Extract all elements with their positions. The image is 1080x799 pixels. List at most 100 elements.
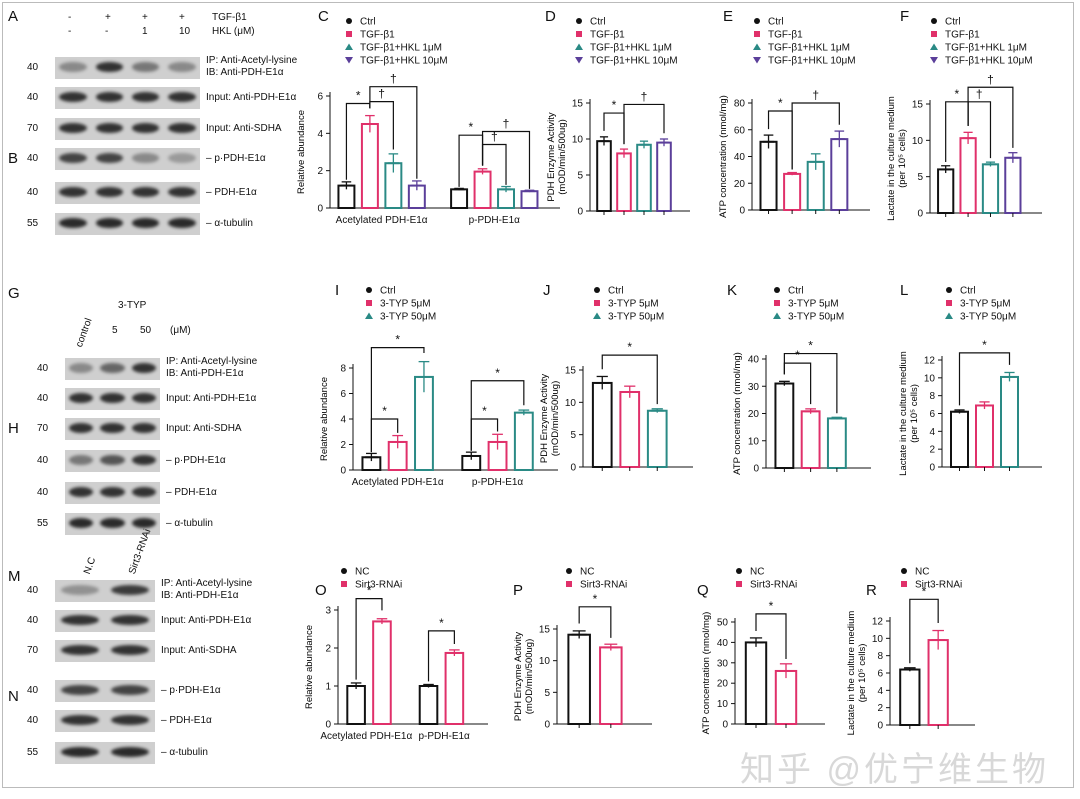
y-tick-label: 20 [717, 679, 729, 690]
legend-marker-down-triangle-icon [345, 57, 353, 64]
y-axis-label-line: PDH Enzyme Activity [546, 112, 557, 201]
blot-band [100, 363, 125, 373]
blot-mw-marker: 70 [27, 645, 39, 656]
significance-marker: * [612, 98, 617, 112]
y-tick-label: 10 [872, 634, 884, 645]
legend-marker-circle-icon [576, 18, 582, 24]
legend-marker-triangle-icon [593, 312, 601, 319]
panel-label-Q: Q [697, 582, 709, 599]
blot-row-label: Input: Anti-PDH-E1α [161, 615, 252, 626]
legend-label: Ctrl [960, 286, 976, 297]
y-tick-label: 10 [717, 699, 729, 710]
y-tick-label: 6 [877, 669, 883, 680]
blot-band [100, 487, 125, 497]
y-axis-label-line: Lactate in the culture medium [898, 351, 909, 476]
lane-label: 50 [140, 325, 152, 336]
blot-row-label: – p·PDH-E1α [166, 455, 226, 466]
legend-marker-square-icon [594, 300, 600, 306]
legend-marker-down-triangle-icon [575, 57, 583, 64]
blot-band [61, 585, 99, 595]
y-axis-label: PDH Enzyme Activity(mOD/min/500ug) [539, 374, 561, 463]
y-axis-label-line: Lactate in the culture medium [886, 96, 897, 221]
bar-tgf-1-hkl-1-m [636, 143, 652, 212]
blot-row-label: – PDH-E1α [161, 715, 212, 726]
y-tick-label: 80 [734, 99, 746, 110]
legend-label: TGF-β1+HKL 10μM [590, 56, 678, 67]
legend-marker-square-icon [946, 300, 952, 306]
bar-3-typ-50-m [646, 409, 668, 468]
significance-marker: * [982, 338, 987, 352]
blot-row-label: Input: Anti-SDHA [206, 123, 282, 134]
blot-band [59, 92, 87, 102]
significance-marker: * [593, 592, 598, 606]
legend-marker-triangle-icon [365, 312, 373, 319]
y-tick-label: 0 [877, 721, 883, 732]
legend-label: NC [355, 567, 369, 578]
blot-strip [55, 610, 155, 632]
blot-band [68, 363, 93, 373]
panel-label-E: E [723, 8, 734, 25]
y-tick-label: 20 [748, 409, 760, 420]
y-tick-label: 8 [340, 364, 346, 375]
lane-hkl-value: 10 [179, 26, 191, 37]
blot-band [95, 187, 124, 197]
legend-label: NC [580, 567, 594, 578]
y-tick-label: 15 [539, 625, 551, 636]
bar-tgf-1-hkl-10-m [656, 141, 672, 213]
blot-mw-marker: 40 [27, 92, 39, 103]
y-tick-label: 5 [570, 430, 576, 441]
blot-mw-marker: 40 [27, 685, 39, 696]
lane-hkl-value: - [105, 26, 109, 37]
blot-mw-marker: 40 [37, 393, 49, 404]
blot-band [59, 218, 87, 228]
blot-mw-marker: 55 [27, 218, 39, 229]
hkl-label: HKL (μM) [212, 26, 255, 37]
blot-mw-marker: 55 [37, 518, 49, 529]
blot-mw-marker: 40 [27, 715, 39, 726]
lane-hkl-value: 1 [142, 26, 148, 37]
y-tick-label: 3 [325, 606, 331, 617]
legend-marker-square-icon [346, 31, 352, 37]
bar-tgf-1 [473, 170, 492, 210]
significance-marker: * [495, 366, 500, 380]
legend-marker-circle-icon [736, 568, 742, 574]
significance-marker: † [503, 116, 510, 130]
panel-label-D: D [545, 8, 556, 25]
y-tick-label: 40 [748, 355, 760, 366]
blot-band [168, 62, 196, 72]
bar-nc [346, 685, 366, 725]
blot-strip [65, 450, 160, 472]
blot-row-label: Input: Anti-SDHA [161, 645, 237, 656]
blot-strip [65, 418, 160, 440]
legend-label: Sirt3-RNAi [355, 580, 402, 591]
bar-tgf-1 [783, 172, 802, 211]
legend-marker-square-icon [774, 300, 780, 306]
blot-band [111, 615, 149, 625]
blot-band [111, 747, 149, 757]
bar-sirt3-rnai [599, 646, 623, 725]
blot-strip [65, 358, 160, 380]
y-axis-label-line: Relative abundance [296, 110, 307, 194]
figure-border [2, 2, 1074, 788]
x-group-label: p-PDH-E1α [469, 215, 521, 226]
legend-marker-triangle-icon [930, 43, 938, 50]
y-tick-label: 10 [748, 436, 760, 447]
legend-marker-square-icon [736, 581, 742, 587]
watermark: 知乎 @优宁维生物 [740, 751, 1049, 789]
legend-label: TGF-β1+HKL 1μM [768, 43, 850, 54]
bar-ctrl [774, 382, 795, 469]
significance-bracket [481, 130, 531, 189]
blot-band [131, 123, 160, 133]
legend-label: 3-TYP 50μM [788, 312, 844, 323]
bar-ctrl [450, 188, 469, 209]
significance-bracket [967, 86, 1014, 148]
bar-sirt3-rnai [774, 669, 798, 726]
y-tick-label: 2 [325, 644, 331, 655]
blot-band [61, 685, 99, 695]
y-axis-label-line: (mOD/min/500ug) [557, 119, 568, 195]
y-tick-label: 1 [325, 682, 331, 693]
blot-row-label: – PDH-E1α [206, 187, 257, 198]
panel-label-N: N [8, 688, 19, 705]
panel-label-K: K [727, 282, 738, 299]
legend-label: Ctrl [608, 286, 624, 297]
